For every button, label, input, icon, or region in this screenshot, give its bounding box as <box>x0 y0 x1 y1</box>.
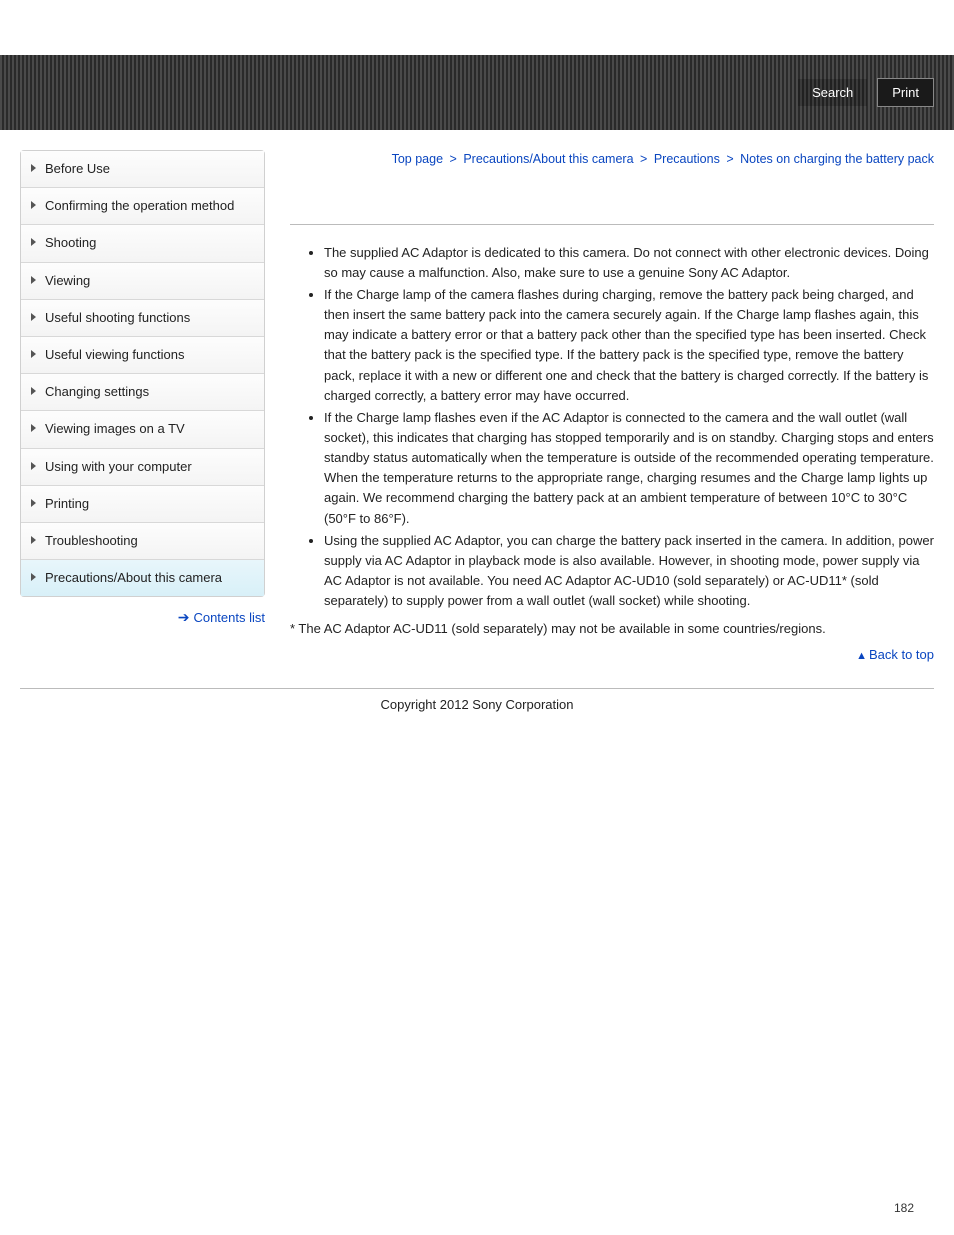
sidebar-item-label: Viewing images on a TV <box>45 421 185 436</box>
copyright: Copyright 2012 Sony Corporation <box>0 689 954 742</box>
breadcrumb-separator: > <box>450 152 457 166</box>
sidebar-item-label: Precautions/About this camera <box>45 570 222 585</box>
sidebar-item-useful-shooting[interactable]: Useful shooting functions <box>21 300 264 337</box>
divider <box>290 224 934 225</box>
header-bar: Search Print <box>0 55 954 130</box>
content-bullet: The supplied AC Adaptor is dedicated to … <box>324 243 934 283</box>
sidebar-item-label: Viewing <box>45 273 90 288</box>
search-button[interactable]: Search <box>798 79 867 106</box>
sidebar-item-troubleshooting[interactable]: Troubleshooting <box>21 523 264 560</box>
triangle-up-icon: ▲ <box>856 650 867 662</box>
print-button[interactable]: Print <box>877 78 934 107</box>
breadcrumb-link[interactable]: Precautions <box>654 152 720 166</box>
contents-list-link[interactable]: Contents list <box>193 610 265 625</box>
arrow-right-icon: ➔ <box>178 609 190 625</box>
sidebar-item-label: Confirming the operation method <box>45 198 234 213</box>
sidebar-item-label: Useful shooting functions <box>45 310 190 325</box>
main-content: Top page > Precautions/About this camera… <box>290 150 934 662</box>
back-to-top-row: ▲Back to top <box>290 647 934 662</box>
breadcrumb-link[interactable]: Top page <box>392 152 443 166</box>
page-number: 182 <box>894 1201 914 1215</box>
sidebar-item-changing-settings[interactable]: Changing settings <box>21 374 264 411</box>
content-bullet-list: The supplied AC Adaptor is dedicated to … <box>290 243 934 612</box>
sidebar-item-label: Using with your computer <box>45 459 192 474</box>
contents-list-link-row: ➔Contents list <box>20 609 265 626</box>
sidebar-item-confirming-operation[interactable]: Confirming the operation method <box>21 188 264 225</box>
sidebar-item-label: Printing <box>45 496 89 511</box>
breadcrumb-separator: > <box>640 152 647 166</box>
content-bullet: If the Charge lamp flashes even if the A… <box>324 408 934 529</box>
sidebar-item-label: Troubleshooting <box>45 533 138 548</box>
back-to-top-link[interactable]: Back to top <box>869 647 934 662</box>
sidebar-item-precautions[interactable]: Precautions/About this camera <box>21 560 264 596</box>
sidebar-list: Before Use Confirming the operation meth… <box>20 150 265 597</box>
breadcrumb-separator: > <box>726 152 733 166</box>
sidebar-item-useful-viewing[interactable]: Useful viewing functions <box>21 337 264 374</box>
sidebar-item-viewing[interactable]: Viewing <box>21 263 264 300</box>
content-bullet: Using the supplied AC Adaptor, you can c… <box>324 531 934 612</box>
page-layout: Before Use Confirming the operation meth… <box>0 130 954 682</box>
content-bullet: If the Charge lamp of the camera flashes… <box>324 285 934 406</box>
sidebar: Before Use Confirming the operation meth… <box>20 150 265 662</box>
sidebar-item-shooting[interactable]: Shooting <box>21 225 264 262</box>
breadcrumb: Top page > Precautions/About this camera… <box>290 150 934 169</box>
footnote: * The AC Adaptor AC-UD11 (sold separatel… <box>290 619 934 639</box>
sidebar-item-label: Shooting <box>45 235 96 250</box>
sidebar-item-using-computer[interactable]: Using with your computer <box>21 449 264 486</box>
sidebar-item-viewing-tv[interactable]: Viewing images on a TV <box>21 411 264 448</box>
sidebar-item-printing[interactable]: Printing <box>21 486 264 523</box>
sidebar-item-before-use[interactable]: Before Use <box>21 151 264 188</box>
breadcrumb-current[interactable]: Notes on charging the battery pack <box>740 152 934 166</box>
sidebar-item-label: Changing settings <box>45 384 149 399</box>
sidebar-item-label: Before Use <box>45 161 110 176</box>
breadcrumb-link[interactable]: Precautions/About this camera <box>463 152 633 166</box>
sidebar-item-label: Useful viewing functions <box>45 347 184 362</box>
